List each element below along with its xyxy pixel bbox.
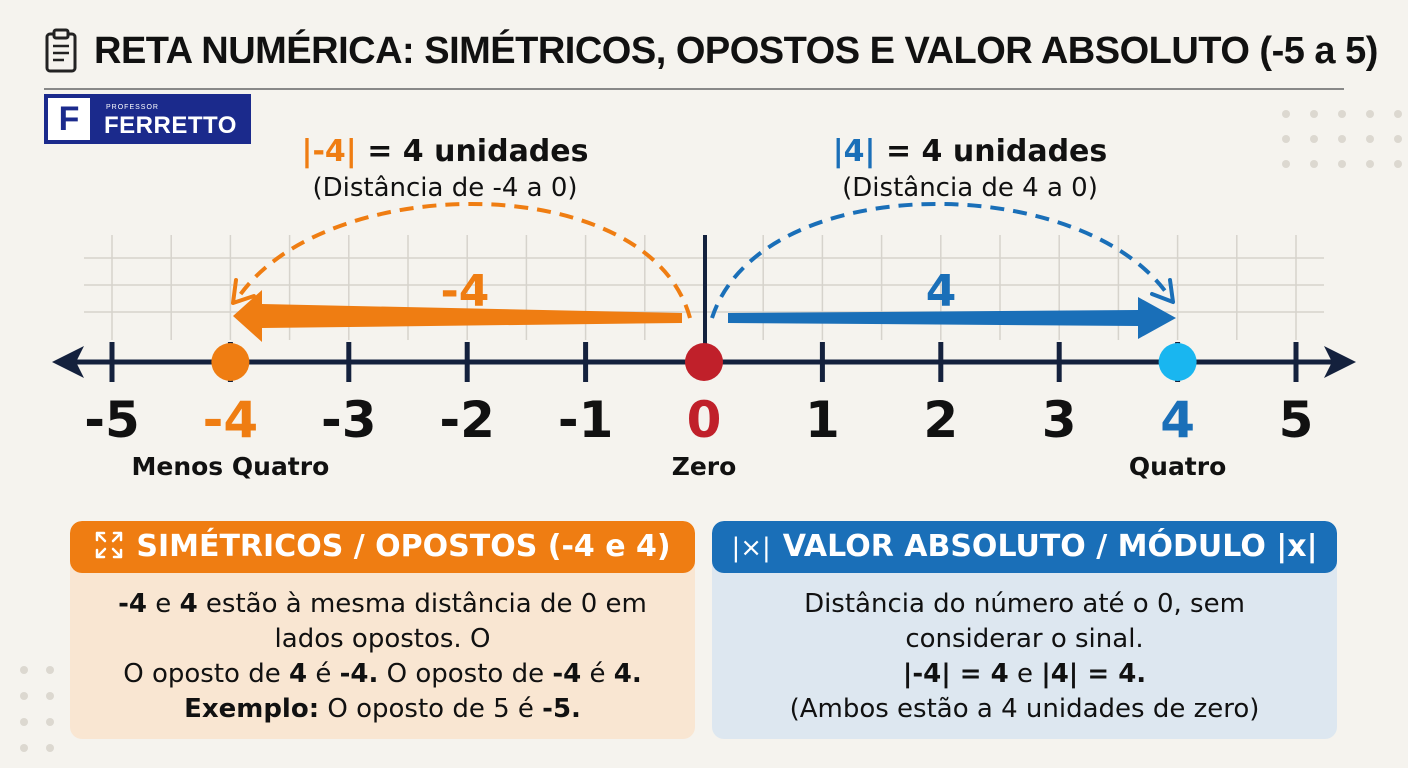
tick-label: 5 <box>1279 391 1314 449</box>
logo-letter: F <box>48 98 90 140</box>
header: RETA NUMÉRICA: SIMÉTRICOS, OPOSTOS E VAL… <box>44 22 1378 90</box>
symmetric-line-2: lados opostos. O <box>274 624 491 654</box>
left-arc-head <box>231 278 256 305</box>
expand-arrows-icon <box>94 521 124 573</box>
left-caption-sub: (Distância de -4 a 0) <box>312 173 578 203</box>
number-line-left-arrowhead <box>52 346 84 378</box>
tick-label: 4 <box>1160 391 1195 449</box>
point-marker <box>211 343 250 381</box>
decorative-dots-left <box>20 666 54 752</box>
number-line-right-arrowhead <box>1324 346 1356 378</box>
symmetric-card-header: SIMÉTRICOS / OPOSTOS (-4 e 4) <box>70 521 695 573</box>
point-name: Quatro <box>1129 452 1226 481</box>
left-units: = 4 unidades <box>356 134 589 169</box>
negative-arrow <box>233 290 682 342</box>
absolute-line-3: |-4| = 4 e |4| = 4. <box>902 659 1147 689</box>
point-marker <box>1158 343 1197 381</box>
symmetric-line-1: -4 e 4 estão à mesma distância de 0 em <box>118 589 647 619</box>
logo-subtitle: PROFESSOR <box>106 104 159 111</box>
tick-label: -5 <box>84 391 140 449</box>
positive-arrow-label: 4 <box>926 266 957 317</box>
absolute-line-1: Distância do número até o 0, sem <box>804 589 1245 619</box>
right-arc-head <box>1150 278 1175 304</box>
logo-name: FERRETTO <box>104 112 237 139</box>
right-distance-arc <box>710 202 1170 319</box>
tick-label: 1 <box>805 391 840 449</box>
right-caption-sub: (Distância de 4 a 0) <box>842 173 1098 203</box>
tick-label: 0 <box>687 391 722 449</box>
right-units: = 4 unidades <box>875 134 1108 169</box>
negative-arrow-label: -4 <box>441 266 490 317</box>
absolute-value-card: |×| VALOR ABSOLUTO / MÓDULO |x| Distância… <box>712 521 1337 739</box>
left-caption: |-4| = 4 unidades (Distância de -4 a 0) <box>275 134 615 203</box>
absolute-value-card-header: |×| VALOR ABSOLUTO / MÓDULO |x| <box>712 521 1337 573</box>
tick-label: -2 <box>439 391 495 449</box>
tick-label: 3 <box>1042 391 1077 449</box>
left-abs: |-4| <box>301 134 357 169</box>
clipboard-icon <box>44 28 78 78</box>
tick-label: -1 <box>558 391 614 449</box>
absolute-line-2: considerar o sinal. <box>905 624 1144 654</box>
right-caption: |4| = 4 unidades (Distância de 4 a 0) <box>800 134 1140 203</box>
page-title: RETA NUMÉRICA: SIMÉTRICOS, OPOSTOS E VAL… <box>94 30 1378 72</box>
decorative-dots <box>1282 110 1402 168</box>
tick-label: -4 <box>203 391 259 449</box>
symmetric-line-4: Exemplo: O oposto de 5 é -5. <box>184 694 581 724</box>
brand-logo: F PROFESSOR FERRETTO <box>44 94 251 144</box>
point-marker <box>685 343 723 381</box>
absolute-value-icon: |×| <box>731 533 771 563</box>
number-line-diagram: -4 4 -5 -4 -3 -2 -1 0 1 2 3 4 5 Menos Quatro Zero Qu… <box>52 202 1356 481</box>
point-name: Zero <box>672 452 737 481</box>
tick-label: 2 <box>923 391 958 449</box>
absolute-value-card-title: VALOR ABSOLUTO / MÓDULO |x| <box>782 529 1318 564</box>
point-name: Menos Quatro <box>132 452 330 481</box>
positive-arrow <box>728 297 1176 339</box>
absolute-line-4: (Ambos estão a 4 unidades de zero) <box>789 694 1260 724</box>
tick-label: -3 <box>321 391 377 449</box>
right-abs: |4| <box>832 134 876 169</box>
symmetric-line-3: O oposto de 4 é -4. O oposto de -4 é 4. <box>123 659 642 689</box>
symmetric-card: SIMÉTRICOS / OPOSTOS (-4 e 4) -4 e 4 est… <box>70 521 695 739</box>
symmetric-card-title: SIMÉTRICOS / OPOSTOS (-4 e 4) <box>136 529 671 564</box>
